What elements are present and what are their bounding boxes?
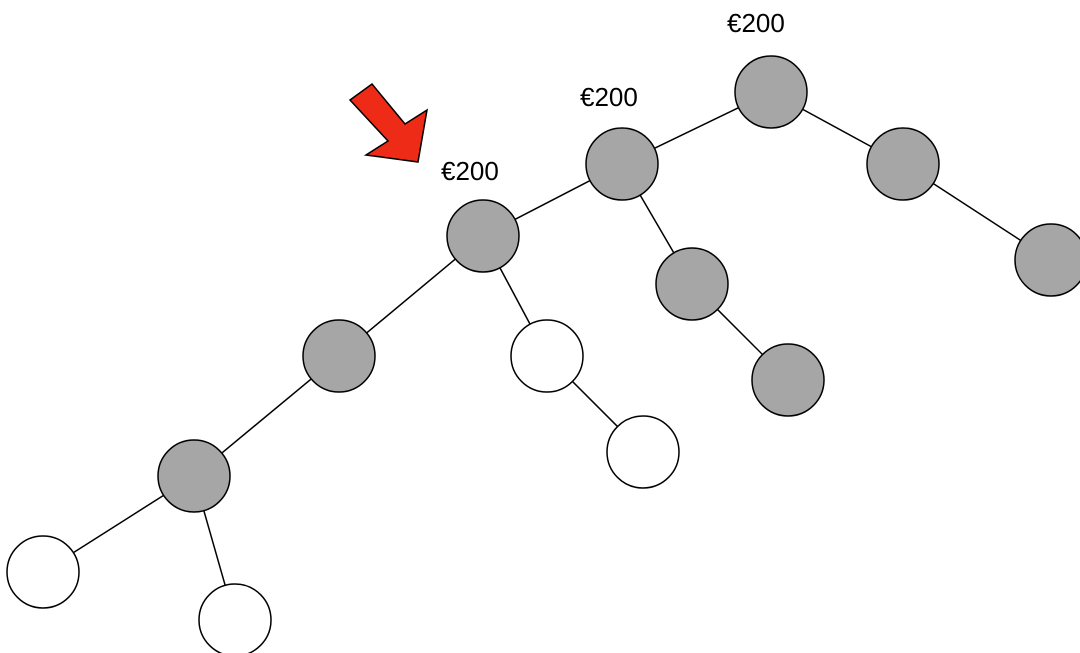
tree-node-empty [510, 319, 584, 393]
tree-node-filled [585, 127, 659, 201]
tree-nodes [6, 55, 1080, 653]
tree-edge [216, 374, 317, 458]
tree-edge [712, 304, 768, 360]
tree-node-filled [446, 199, 520, 273]
tree-edge [201, 504, 228, 592]
tree-node-empty [198, 583, 272, 653]
tree-edge [648, 104, 745, 152]
tree-edge [796, 105, 878, 151]
tree-edge [361, 254, 461, 338]
red-arrow-icon [348, 82, 429, 163]
node-amount-label: €200 [727, 8, 785, 38]
tree-node-empty [606, 415, 680, 489]
tree-node-filled [1014, 223, 1080, 297]
tree-node-empty [6, 535, 80, 609]
node-amount-label: €200 [580, 82, 638, 112]
tree-node-filled [157, 439, 231, 513]
tree-edges [67, 104, 1027, 592]
tree-node-filled [302, 319, 376, 393]
node-amount-label: €200 [441, 156, 499, 186]
tree-node-filled [655, 247, 729, 321]
tree-edge [567, 376, 623, 432]
tree-edge [636, 189, 678, 259]
tree-edge [509, 177, 596, 223]
tree-edge [927, 179, 1027, 245]
tree-edge [496, 262, 534, 330]
tree-edge [67, 491, 170, 557]
tree-node-filled [734, 55, 808, 129]
tree-node-filled [751, 343, 825, 417]
node-labels: €200 €200 €200 [441, 8, 785, 186]
tree-node-filled [866, 127, 940, 201]
